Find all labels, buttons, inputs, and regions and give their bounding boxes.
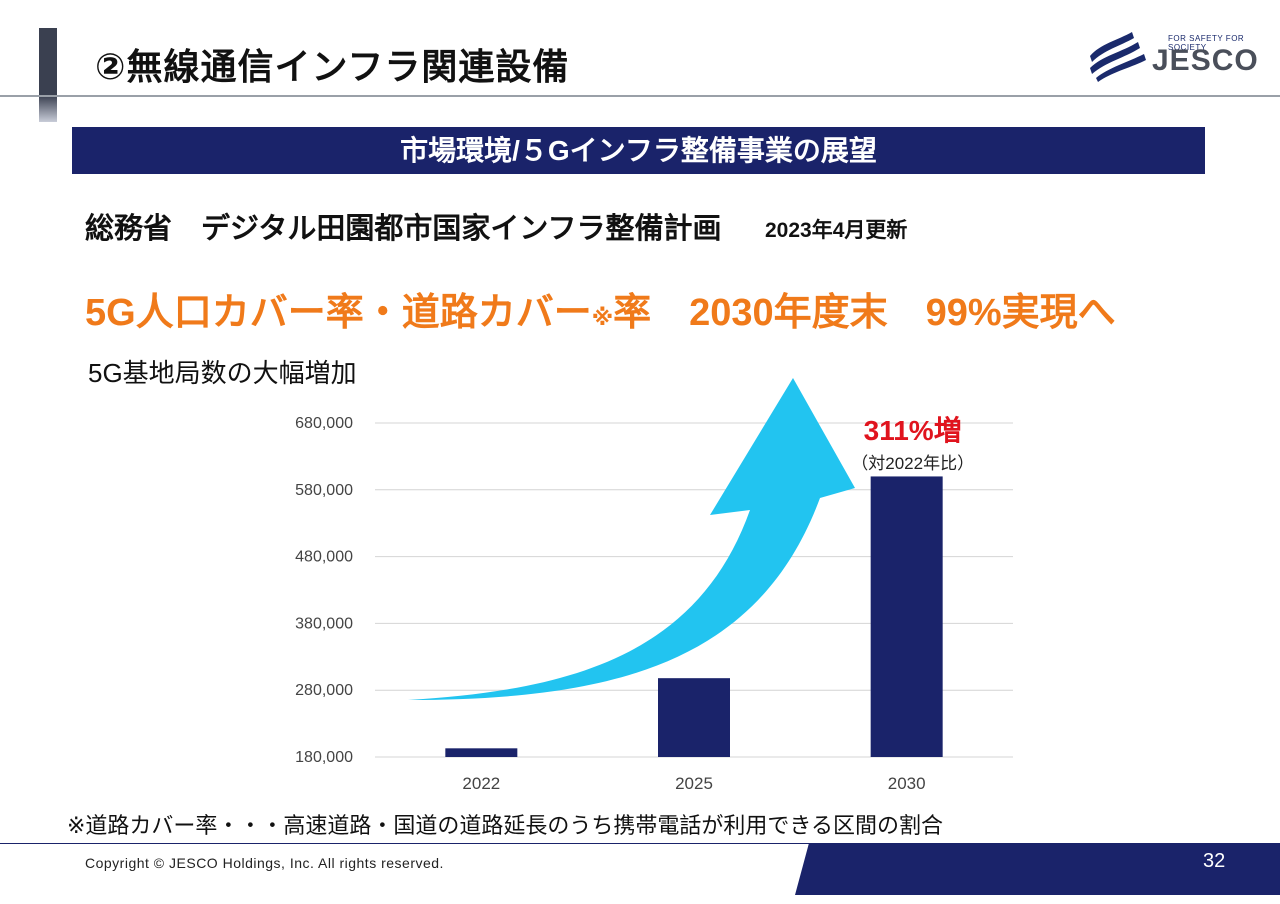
plan-name: 総務省 デジタル田園都市国家インフラ整備計画 <box>85 213 722 245</box>
plan-date: 2023年4月更新 <box>765 219 908 242</box>
page-number: 32 <box>1203 850 1226 872</box>
bar <box>445 748 518 757</box>
target-part2: 率 2030年度末 99%実現へ <box>613 292 1116 334</box>
x-tick-label: 2022 <box>462 774 500 793</box>
y-tick-label: 380,000 <box>295 615 353 632</box>
bar <box>870 476 943 757</box>
y-tick-label: 180,000 <box>295 749 353 766</box>
y-tick-label: 480,000 <box>295 549 353 566</box>
footnote: ※道路カバー率・・・高速道路・国道の道路延長のうち携帯電話が利用できる区間の割合 <box>67 813 943 838</box>
logo-tagline: FOR SAFETY FOR SOCIETY <box>1168 34 1245 52</box>
chart-title: 5G基地局数の大幅増加 <box>88 358 357 388</box>
y-tick-label: 680,000 <box>295 415 353 432</box>
growth-arrow-icon <box>408 378 855 700</box>
title-divider <box>0 95 1280 97</box>
footer-band <box>795 843 1280 895</box>
bar <box>658 678 730 757</box>
jesco-logo-icon <box>1090 32 1146 82</box>
target-statement: 5G人口カバー率・道路カバー※率 2030年度末 99%実現へ <box>85 281 1116 336</box>
footer-divider <box>0 843 1280 844</box>
logo-wordmark: JESCO <box>1152 44 1259 77</box>
y-tick-label: 580,000 <box>295 482 353 499</box>
growth-annotation: 311%増 <box>864 415 962 446</box>
section-banner: 市場環境/５Gインフラ整備事業の展望 <box>72 127 1205 174</box>
page-title: ②無線通信インフラ関連設備 <box>95 46 570 87</box>
growth-annotation-sub: （対2022年比） <box>851 454 974 473</box>
base-station-chart: 680,000 580,000 480,000 380,000 280,000 180,0… <box>295 378 1013 793</box>
x-tick-label: 2025 <box>675 774 713 793</box>
x-tick-label: 2030 <box>888 774 926 793</box>
y-tick-label: 280,000 <box>295 682 353 699</box>
target-footnote-mark: ※ <box>591 305 614 330</box>
target-part1: 5G人口カバー率・道路カバー <box>85 292 592 334</box>
title-accent-bar <box>39 28 57 122</box>
copyright: Copyright © JESCO Holdings, Inc. All rig… <box>85 855 444 871</box>
